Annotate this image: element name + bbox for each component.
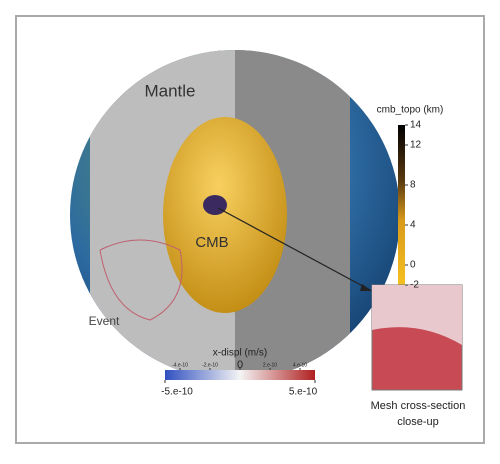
figure: Mantle CMB Event cmb_topo (km) x-displ (…: [0, 0, 500, 459]
topo-title: cmb_topo (km): [377, 105, 444, 116]
tick-label: -2.e-10: [202, 362, 218, 368]
tick-label: 14: [410, 120, 422, 131]
displ-title: x-displ (m/s): [213, 348, 267, 359]
source-spot: [203, 195, 227, 215]
core: [163, 117, 287, 313]
tick-label: 4.e-10: [293, 362, 307, 368]
mantle-label: Mantle: [144, 81, 195, 100]
end-label: -5.e-10: [161, 387, 193, 398]
core-label: CMB: [195, 234, 228, 251]
tick-label: -4.e-10: [172, 362, 188, 368]
tick-label: 8: [410, 180, 416, 191]
end-label: 5.e-10: [289, 387, 318, 398]
tick-label: 0: [410, 260, 416, 271]
event-label: Event: [89, 314, 120, 328]
inset-caption: close-up: [397, 416, 439, 428]
tick-label: 12: [410, 140, 422, 151]
displ-colorbar: [165, 370, 315, 380]
topo-colorbar: [398, 125, 405, 285]
inset-caption: Mesh cross-section: [371, 400, 466, 412]
tick-label: 4: [410, 220, 416, 231]
tick-label: -2: [410, 280, 419, 291]
tick-label: 2.e-10: [263, 362, 277, 368]
